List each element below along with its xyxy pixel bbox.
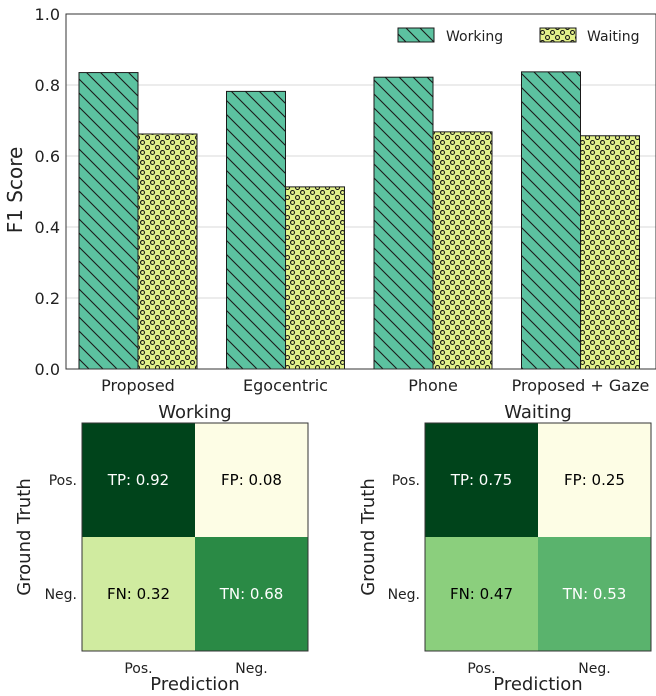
heatmap-cell-tp [82,423,195,537]
bar-waiting [580,135,640,370]
bar-working [78,72,139,370]
heatmap-x-tick: Neg. [578,661,610,677]
heatmap-cell-tn [195,537,308,651]
bar-working [226,90,286,370]
y-tick-label: 0.8 [35,76,60,95]
heatmap-cell-fn [425,537,538,651]
bar-working [373,76,434,370]
heatmap-cell-label: FN: 0.47 [450,585,513,603]
bar-chart: 0.0 0.2 0.4 0.6 0.8 1.0 F1 Score Proposed Egoc… [3,5,656,395]
bar-waiting [285,186,345,370]
bar-waiting [432,131,493,370]
heatmap-x-tick: Neg. [235,661,267,677]
heatmap-frame [81,422,309,652]
heatmap-xlabel-waiting: Prediction [493,674,582,695]
heatmap-title-working: Working [158,402,231,423]
heatmap-cell-tp [425,423,538,537]
heatmap-ylabel-waiting: Ground Truth [358,478,379,596]
heatmap-cells-working: TP: 0.92 FP: 0.08 FN: 0.32 TN: 0.68 Pos. Neg.… [45,422,309,677]
heatmap-cell-label: TN: 0.53 [562,585,627,603]
heatmap-y-tick: Pos. [392,473,420,489]
legend-swatch-working-pattern [397,27,435,43]
x-tick-label: Proposed + Gaze [512,376,650,395]
heatmap-cell-fp [538,423,651,537]
heatmap-ylabel-working: Ground Truth [14,478,35,596]
legend-label-waiting: Waiting [587,29,640,45]
y-axis-label: F1 Score [3,147,27,234]
heatmap-cell-label: FN: 0.32 [107,585,170,603]
y-tick-label: 0.6 [35,147,60,166]
heatmap-cell-label: FP: 0.08 [221,471,282,489]
heatmap-x-tick: Pos. [124,661,152,677]
plot-frame [65,13,656,370]
heatmap-cell-tn [538,537,651,651]
heatmap-title-waiting: Waiting [504,402,572,423]
heatmap-cells-waiting: TP: 0.75 FP: 0.25 FN: 0.47 TN: 0.53 Pos. Neg.… [388,422,652,677]
heatmap-y-tick: Pos. [49,473,77,489]
bars [78,71,640,370]
heatmap-frame [424,422,652,652]
y-tick-label: 0.4 [35,218,60,237]
x-ticks: Proposed Egocentric Phone Proposed + Gaze [101,376,649,395]
heatmap-cell-fn [82,537,195,651]
heatmap-cell-label: TN: 0.68 [219,585,284,603]
heatmap-y-tick: Neg. [388,587,420,603]
heatmap-waiting: Waiting TP: 0.75 FP: 0.25 FN: 0.47 TN: 0.53… [358,402,652,695]
x-tick-label: Proposed [101,376,175,395]
y-tick-label: 1.0 [35,5,60,24]
y-tick-label: 0.0 [35,360,60,379]
x-tick-label: Phone [408,376,458,395]
heatmap-y-tick: Neg. [45,587,77,603]
x-tick-label: Egocentric [243,376,328,395]
bar-waiting [137,133,198,370]
bar-working [521,71,581,370]
legend-label-working: Working [446,29,503,45]
heatmap-cell-fp [195,423,308,537]
heatmap-working: Working TP: 0.92 FP: 0.08 FN: 0.32 TN: 0.68… [14,402,309,695]
y-ticks: 0.0 0.2 0.4 0.6 0.8 1.0 [35,5,60,379]
heatmap-x-tick: Pos. [467,661,495,677]
heatmap-xlabel-working: Prediction [150,674,239,695]
heatmap-cell-label: FP: 0.25 [564,471,625,489]
y-tick-label: 0.2 [35,289,60,308]
legend: Working Waiting [397,27,640,45]
heatmap-cell-label: TP: 0.75 [450,471,512,489]
legend-swatch-waiting-pattern [539,27,577,43]
heatmap-cell-label: TP: 0.92 [107,471,169,489]
